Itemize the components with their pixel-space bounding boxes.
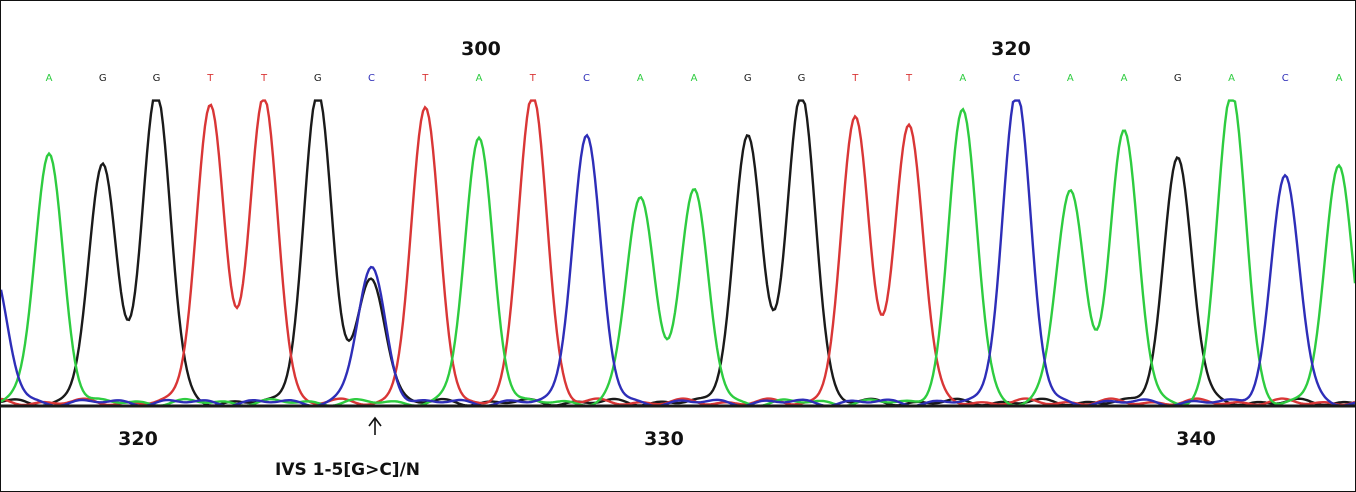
base-call-label: C	[583, 73, 590, 84]
base-call-label: T	[260, 73, 268, 84]
base-call-label: C	[368, 73, 375, 84]
base-call-label: A	[637, 73, 644, 84]
top-position-label: 320	[991, 38, 1031, 60]
trace-T	[1, 99, 1355, 407]
base-call-label: A	[1067, 73, 1074, 84]
bottom-position-label: 320	[118, 428, 158, 450]
base-call-label: T	[905, 73, 913, 84]
base-call-label: G	[153, 73, 161, 84]
base-call-label: T	[851, 73, 859, 84]
base-call-label: A	[1228, 73, 1235, 84]
mutation-label: IVS 1-5[G>C]/N	[275, 460, 420, 480]
arrow-up-icon	[368, 416, 382, 435]
top-position-labels: 300 320	[461, 38, 1031, 60]
bottom-position-label: 330	[644, 428, 684, 450]
base-call-label: A	[1121, 73, 1128, 84]
base-call-label: G	[314, 73, 322, 84]
trace-A	[1, 99, 1355, 408]
base-call-label: A	[691, 73, 698, 84]
base-call-label: C	[1013, 73, 1020, 84]
base-call-label: T	[529, 73, 537, 84]
base-call-label: A	[1336, 73, 1343, 84]
base-call-label: G	[99, 73, 107, 84]
base-call-label: C	[1282, 73, 1289, 84]
base-call-label: G	[1174, 73, 1182, 84]
bottom-position-label: 340	[1176, 428, 1216, 450]
base-call-label: G	[744, 73, 752, 84]
mutation-annotation: IVS 1-5[G>C]/N	[275, 416, 420, 480]
base-call-label: A	[46, 73, 53, 84]
top-position-label: 300	[461, 38, 501, 60]
bottom-position-labels: 320 330 340	[118, 428, 1216, 450]
base-call-label: G	[798, 73, 806, 84]
base-call-label: T	[421, 73, 429, 84]
base-call-label: A	[959, 73, 966, 84]
base-call-label: A	[476, 73, 483, 84]
base-call-label: T	[206, 73, 214, 84]
traces	[1, 99, 1355, 408]
